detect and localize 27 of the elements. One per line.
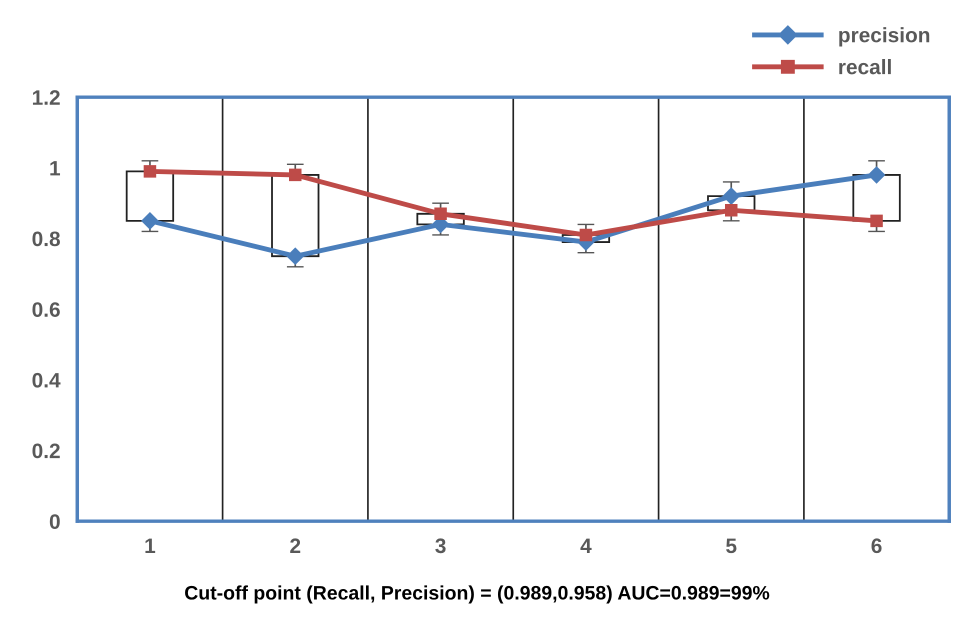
x-tick-label: 2	[290, 538, 300, 553]
x-tick-label: 5	[726, 538, 736, 554]
y-tick-label: 0.2	[32, 444, 60, 458]
legend-label: recall	[839, 59, 891, 74]
point	[144, 165, 156, 178]
x-tick-label: 3	[435, 538, 446, 554]
y-tick-label: 1	[50, 161, 60, 176]
legend-label: precision	[839, 27, 930, 47]
point	[434, 208, 447, 220]
point	[724, 204, 738, 217]
point	[580, 228, 592, 242]
point	[289, 168, 302, 182]
point	[868, 166, 886, 184]
text: Cut-off point (Recall, Precision) = (0.989,0.958) AUC=0.989=99%	[185, 585, 770, 604]
point	[141, 212, 158, 230]
x-tick-label: 1	[145, 538, 156, 553]
y-tick-label: 0.6	[32, 302, 60, 317]
x-tick-label: 4	[580, 538, 592, 553]
bar	[126, 170, 174, 222]
point	[286, 248, 304, 265]
y-tick-label: 1.2	[32, 90, 60, 105]
x-tick-label: 6	[872, 538, 882, 554]
y-tick-label: 0	[50, 514, 60, 529]
y-tick-label: 0.8	[32, 232, 60, 246]
point	[722, 188, 740, 205]
y-tick-label: 0.4	[32, 372, 60, 388]
point	[870, 214, 883, 228]
